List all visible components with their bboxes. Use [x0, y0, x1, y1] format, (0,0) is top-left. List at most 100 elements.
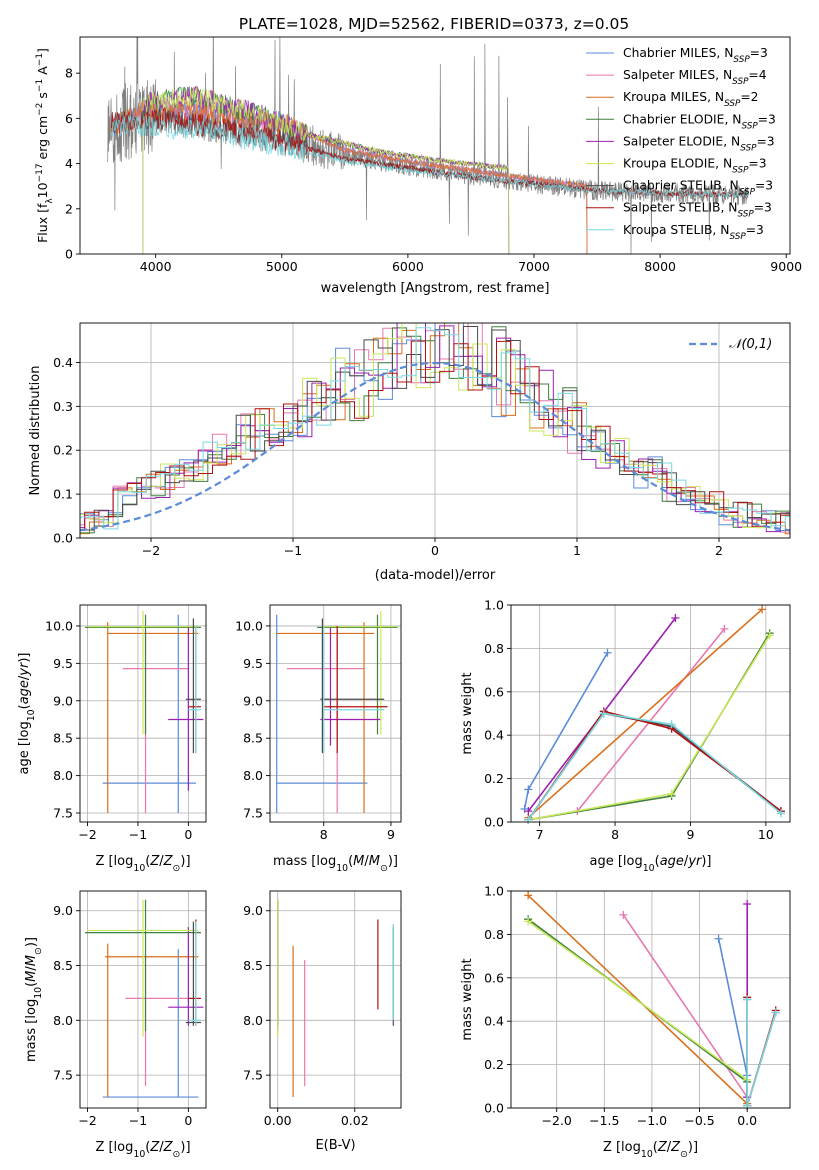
y-tick-label: 0.8: [484, 641, 504, 656]
age-vs-mass-panel: 8 9 7.5 8.0 8.5 9.0 9.5 10.0 mass [log10(M/M⊙)]: [235, 604, 402, 874]
x-tick-label: 7000: [518, 259, 550, 274]
y-tick-label: 0.1: [53, 487, 73, 502]
mass-vs-z-y-axis-label: mass [log10(M/M⊙)]: [24, 937, 44, 1062]
mass-weight-point: [524, 807, 533, 816]
x-tick-label: 8000: [644, 259, 676, 274]
y-tick-label: 2: [65, 201, 73, 216]
x-tick-label: −2: [142, 543, 160, 558]
y-tick-label: 0.0: [53, 531, 73, 546]
axes-frame: [79, 36, 791, 255]
axes-frame: [510, 604, 791, 823]
x-tick-label: 6000: [392, 259, 424, 274]
y-tick-label: 0.3: [53, 399, 73, 414]
x-tick-label: −1: [129, 1113, 147, 1128]
x-tick-label: 0.02: [341, 1113, 369, 1128]
y-tick-label: 1.0: [484, 598, 504, 613]
y-tick-label: 7.5: [243, 806, 263, 821]
y-tick-label: 9.0: [53, 903, 73, 918]
residuals-y-axis-label: Normed distribution: [28, 366, 43, 496]
y-tick-label: 0.4: [484, 728, 504, 743]
axes-frame: [510, 890, 791, 1109]
axes-frame: [79, 604, 207, 823]
normal-reference-curve: [80, 361, 790, 532]
mass-weight-line: [527, 894, 748, 1105]
y-tick-label: 8: [65, 66, 73, 81]
y-tick-label: 9.0: [243, 693, 263, 708]
y-tick-label: 0.2: [53, 443, 73, 458]
mass-weight-line: [746, 999, 777, 1107]
age-vs-z-y-axis-label: age [log10(age/yr)]: [17, 652, 37, 774]
x-tick-label: 1: [573, 543, 581, 558]
x-tick-label: 9: [686, 827, 694, 842]
residuals-panel: −2 −1 0 1 2 0.0 0.1 0.2 0.3 0.4 (data-model)/error…: [28, 322, 791, 583]
y-tick-label: 7.5: [53, 1068, 73, 1083]
y-tick-label: 0.2: [484, 771, 504, 786]
x-tick-label: −0.5: [684, 1113, 714, 1128]
mass-weight-point: [743, 900, 752, 909]
x-tick-label: −1.5: [589, 1113, 619, 1128]
legend-entry: Kroupa STELIB, NSSP=3: [623, 223, 764, 242]
residual-histogram-step: [80, 327, 790, 530]
mass-vs-ebv-panel: 0.00 0.02 7.5 8.0 8.5 9.0 E(B-V): [243, 890, 402, 1153]
mass-weight-line: [527, 608, 763, 819]
x-tick-label: 0.00: [264, 1113, 292, 1128]
y-tick-label: 8.5: [243, 731, 263, 746]
residual-histogram-step: [80, 323, 790, 529]
x-tick-label: 2: [715, 543, 723, 558]
mass-vs-z-x-axis-label: Z [log10(Z/Z⊙)]: [95, 1140, 190, 1160]
x-tick-label: 8: [611, 827, 619, 842]
y-tick-label: 0.4: [53, 355, 73, 370]
y-tick-label: 8.5: [53, 958, 73, 973]
mass-weight-point: [771, 1008, 780, 1017]
mass-weight-point: [671, 614, 680, 623]
x-tick-label: 4000: [140, 259, 172, 274]
x-tick-label: −2: [78, 827, 96, 842]
weight-vs-metallicity-panel: −2.0 −1.5 −1.0 −0.5 0.0 0.0 0.2 0.4 0.6 0.8 1.0 Z […: [460, 884, 791, 1160]
spectrum-legend: Chabrier MILES, NSSP=3 Salpeter MILES, NS…: [586, 46, 776, 242]
model-spectrum-line: [142, 86, 510, 254]
y-tick-label: 0.4: [484, 1014, 504, 1029]
spectrum-y-axis-label: Flux [fλ10−17 erg cm−2 s−1 A−1]: [35, 48, 55, 243]
y-tick-label: 9.5: [243, 656, 263, 671]
mass-weight-point: [524, 785, 533, 794]
spectrum-plot-area: [107, 37, 749, 254]
x-tick-label: −2: [78, 1113, 96, 1128]
y-tick-label: 8.0: [53, 1013, 73, 1028]
legend-entry: Chabrier STELIB, NSSP=3: [623, 179, 773, 198]
x-tick-label: 9: [387, 827, 395, 842]
mass-weight-point: [524, 917, 533, 926]
residuals-x-axis-label: (data-model)/error: [375, 568, 496, 583]
y-tick-label: 9.0: [243, 903, 263, 918]
observed-spectrum-line: [107, 37, 749, 254]
y-tick-label: 0.6: [484, 684, 504, 699]
y-tick-label: 0.0: [484, 1101, 504, 1116]
weight-vs-z-x-axis-label: Z [log10(Z/Z⊙)]: [603, 1140, 698, 1160]
axes-frame: [269, 890, 402, 1109]
mass-weight-line: [622, 914, 749, 1106]
x-tick-label: 9000: [770, 259, 802, 274]
y-tick-label: 8.5: [243, 958, 263, 973]
mass-vs-ebv-x-axis-label: E(B-V): [315, 1138, 355, 1153]
residuals-plot-area: [80, 323, 790, 535]
spectrum-panel: 4000 5000 6000 7000 8000 9000 0 2 4 6 8 wavelength …: [35, 36, 802, 296]
mass-weight-point: [524, 815, 533, 824]
x-tick-label: 0: [184, 1113, 192, 1128]
y-tick-label: 0: [65, 247, 73, 262]
x-tick-label: 0: [184, 827, 192, 842]
x-tick-label: −1: [284, 543, 302, 558]
x-tick-label: 10: [758, 827, 774, 842]
axes-frame: [79, 890, 207, 1109]
legend-entry: Chabrier MILES, NSSP=3: [623, 46, 768, 65]
mass-weight-point: [667, 720, 676, 729]
mass-weight-point: [720, 624, 729, 633]
residuals-legend-label: 𝒩(0,1): [729, 337, 772, 352]
y-tick-label: 0.2: [484, 1057, 504, 1072]
mass-weight-line: [527, 920, 749, 1106]
x-tick-label: −1.0: [637, 1113, 667, 1128]
weight-vs-z-y-axis-label: mass weight: [460, 958, 475, 1040]
y-tick-label: 7.5: [243, 1068, 263, 1083]
mass-weight-point: [524, 891, 533, 900]
x-tick-label: −1: [129, 827, 147, 842]
legend-entry: Kroupa MILES, NSSP=2: [623, 90, 759, 109]
